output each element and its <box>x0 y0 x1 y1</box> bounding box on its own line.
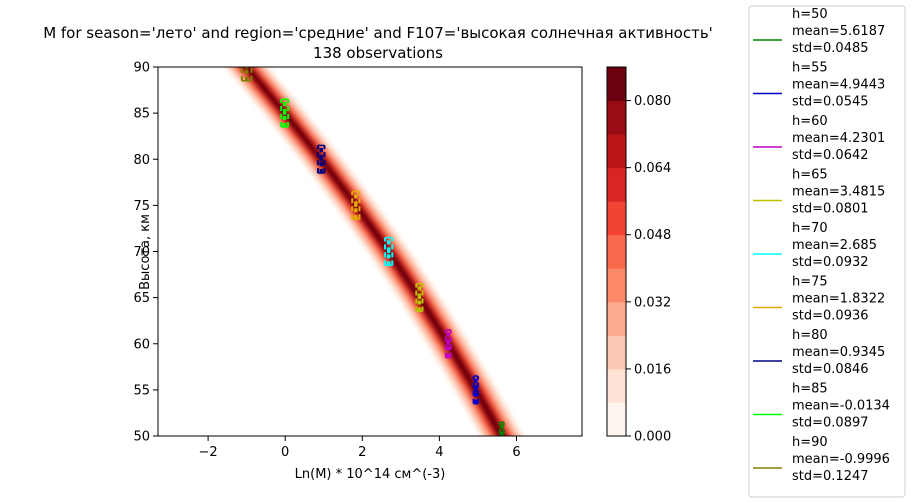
legend-label-line: h=80 <box>792 328 828 343</box>
density-contour-level-7 <box>239 67 510 436</box>
mean-point-h70 <box>386 249 391 254</box>
errorbar-h70 <box>384 236 394 267</box>
mean-point-h75 <box>354 203 358 208</box>
legend-label-line: mean=3.4815 <box>792 185 885 200</box>
colorbar-level-0 <box>607 402 626 437</box>
legend-label-line: std=0.0932 <box>792 255 869 270</box>
legend-label-line: h=55 <box>792 61 828 76</box>
legend-item-h60: h=60 mean=4.2301 std=0.0642 <box>753 114 885 163</box>
colorbar-tick-label: 0.016 <box>634 362 671 377</box>
chart-title-line2: 138 observations <box>313 44 443 62</box>
legend-label-line: h=60 <box>792 114 828 129</box>
legend-label-line: h=65 <box>792 168 828 183</box>
legend-item-h75: h=75 mean=1.8322 std=0.0936 <box>753 275 885 324</box>
legend-label-line: std=0.0846 <box>792 362 869 377</box>
legend-item-h85: h=85 mean=-0.0134 std=0.0897 <box>753 382 890 431</box>
legend-label-line: mean=-0.0134 <box>792 399 890 414</box>
legend-label-line: std=0.0936 <box>792 309 869 324</box>
colorbar-level-2 <box>607 335 626 370</box>
colorbar-level-8 <box>607 134 626 169</box>
errorbar-h75 <box>351 190 361 220</box>
colorbar: 0.000 0.016 0.032 0.048 0.064 0.080 <box>606 66 671 445</box>
legend-item-h90: h=90 mean=-0.9996 std=0.1247 <box>753 435 890 484</box>
legend-label-line: std=0.0485 <box>792 41 869 56</box>
y-tick-label: 70 <box>133 245 150 260</box>
legend-label-line: mean=-0.9996 <box>792 452 890 467</box>
errorbar-h60 <box>444 329 452 359</box>
errorbar-h65 <box>415 283 424 313</box>
legend: h=50 mean=5.6187 std=0.0485 h=55 mean=4.9… <box>748 5 906 498</box>
y-axis: 50 55 60 65 70 75 80 85 90 <box>133 61 158 445</box>
colorbar-tick-label: 0.080 <box>634 94 671 109</box>
chart-title-line1: M for season='лето' and region='средние'… <box>43 24 713 42</box>
mean-point-h60 <box>446 341 451 346</box>
colorbar-level-6 <box>607 201 626 236</box>
legend-label-line: mean=0.9345 <box>792 345 885 360</box>
y-axis-label: Высота, км <box>138 214 153 290</box>
density-contour-level-10 <box>243 67 506 436</box>
colorbar-tick-label: 0.032 <box>634 295 671 310</box>
legend-label-line: mean=4.9443 <box>792 78 885 93</box>
y-tick-label: 50 <box>133 430 150 445</box>
mean-point-h80 <box>319 157 324 162</box>
legend-item-h65: h=65 mean=3.4815 std=0.0801 <box>753 168 885 217</box>
error-bars <box>240 67 505 436</box>
y-tick-label: 75 <box>133 199 150 214</box>
colorbar-frame <box>606 66 627 437</box>
errorbar-h55 <box>472 375 479 405</box>
colorbar-level-3 <box>607 301 626 336</box>
legend-item-h80: h=80 mean=0.9345 std=0.0846 <box>753 328 885 377</box>
legend-label-line: h=70 <box>792 221 828 236</box>
y-tick-label: 90 <box>133 61 150 76</box>
colorbar-level-10 <box>607 67 626 102</box>
legend-label-line: mean=1.8322 <box>792 292 885 307</box>
colorbar-level-7 <box>607 167 626 202</box>
errorbar-h80 <box>316 144 326 174</box>
y-tick-label: 85 <box>133 107 150 122</box>
legend-label-line: std=0.1247 <box>792 469 869 484</box>
colorbar-tick-label: 0.064 <box>634 161 671 176</box>
y-tick-label: 80 <box>133 153 150 168</box>
legend-label-line: std=0.0545 <box>792 95 869 110</box>
colorbar-level-4 <box>607 268 626 303</box>
mean-point-h85 <box>282 111 287 115</box>
x-tick-label: 4 <box>435 445 443 460</box>
legend-label-line: std=0.0897 <box>792 416 869 431</box>
legend-label-line: std=0.0642 <box>792 148 869 163</box>
x-tick-label: −2 <box>199 445 218 460</box>
colorbar-level-5 <box>607 234 626 269</box>
legend-label-line: h=75 <box>792 275 828 290</box>
legend-frame <box>748 5 906 498</box>
colorbar-level-1 <box>607 368 626 403</box>
x-tick-label: 2 <box>358 445 366 460</box>
legend-label-line: h=50 <box>792 7 828 22</box>
legend-label-line: h=85 <box>792 382 828 397</box>
colorbar-level-9 <box>607 100 626 135</box>
y-tick-label: 60 <box>133 337 150 352</box>
x-axis: −2 0 2 4 6 <box>199 436 521 460</box>
colorbar-tick-label: 0.048 <box>634 228 671 243</box>
plot-area <box>157 66 583 437</box>
legend-item-h50: h=50 mean=5.6187 std=0.0485 <box>753 7 885 56</box>
x-axis-label: Ln(M) * 10^14 см^(-3) <box>295 467 446 482</box>
mean-point-h65 <box>417 295 422 300</box>
mean-point-h55 <box>473 388 478 392</box>
x-tick-label: 0 <box>281 445 289 460</box>
legend-item-h70: h=70 mean=2.685 std=0.0932 <box>753 221 877 270</box>
colorbar-tick-label: 0.000 <box>634 430 671 445</box>
errorbar-h85 <box>280 98 290 128</box>
legend-label-line: h=90 <box>792 435 828 450</box>
legend-label-line: std=0.0801 <box>792 202 869 217</box>
legend-label-line: mean=5.6187 <box>792 24 885 39</box>
legend-label-line: mean=2.685 <box>792 238 877 253</box>
legend-label-line: mean=4.2301 <box>792 131 885 146</box>
y-tick-label: 55 <box>133 383 150 398</box>
legend-item-h55: h=55 mean=4.9443 std=0.0545 <box>753 61 885 110</box>
y-tick-label: 65 <box>133 291 150 306</box>
x-tick-label: 6 <box>512 445 520 460</box>
